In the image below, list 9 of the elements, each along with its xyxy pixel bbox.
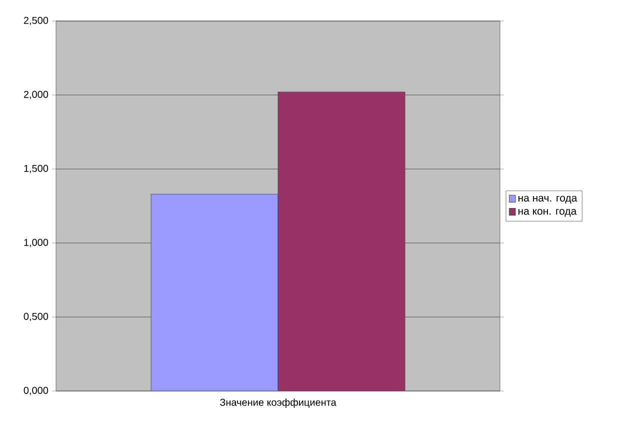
legend-label: на нач. года — [518, 196, 578, 204]
y-tick-label: 0,000 — [24, 386, 48, 396]
y-tick-label: 1,000 — [24, 238, 48, 248]
y-tick-label: 0,500 — [24, 312, 48, 322]
y-tick-label: 2,500 — [24, 16, 48, 26]
x-tick-label: Значение коэффициента — [220, 398, 336, 408]
y-tick-label: 2,000 — [24, 90, 48, 100]
y-tick-label: 1,500 — [24, 164, 48, 174]
legend-label: на кон. года — [518, 209, 577, 217]
